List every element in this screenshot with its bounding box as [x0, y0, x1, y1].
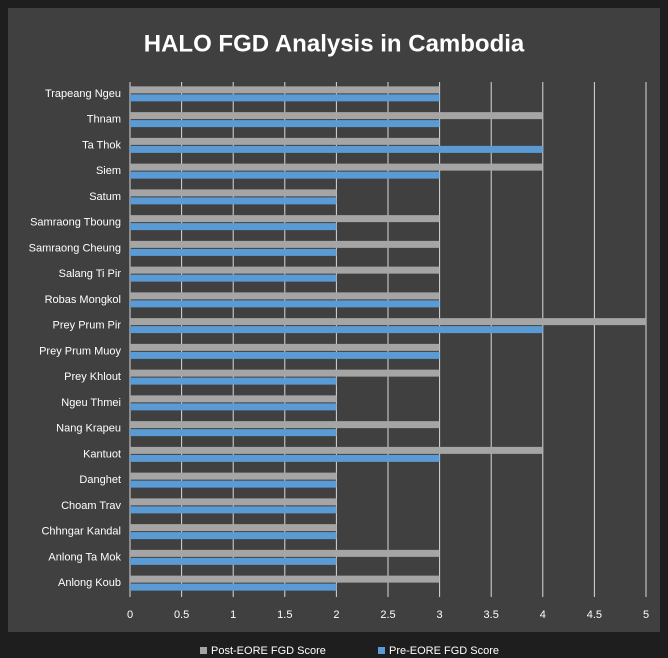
bar [130, 300, 440, 308]
bar [130, 480, 337, 488]
bar [130, 112, 543, 120]
bar [130, 163, 543, 171]
legend-label: Pre-EORE FGD Score [389, 645, 499, 657]
legend-label: Post-EORE FGD Score [211, 645, 326, 657]
legend-swatch [378, 647, 385, 654]
bar [130, 351, 440, 359]
bar [130, 403, 337, 411]
y-tick-label: Prey Prum Pir [53, 320, 122, 332]
bar [130, 145, 543, 153]
y-tick-label: Anlong Koub [58, 577, 121, 589]
bar [130, 292, 440, 300]
x-tick-label: 0 [127, 609, 133, 621]
bar [130, 318, 646, 326]
bar [130, 498, 337, 506]
bar [130, 86, 440, 94]
bar [130, 575, 440, 583]
bar [130, 429, 337, 437]
y-tick-label: Robas Mongkol [45, 294, 121, 306]
bar [130, 446, 543, 454]
bar [130, 421, 440, 429]
bar [130, 223, 337, 231]
x-tick-label: 2.5 [380, 609, 395, 621]
bar [130, 171, 440, 179]
bar [130, 549, 440, 557]
y-tick-label: Prey Prum Muoy [39, 345, 121, 357]
y-tick-label: Nang Krapeu [56, 423, 121, 435]
x-tick-label: 1 [230, 609, 236, 621]
bar [130, 369, 440, 377]
bar [130, 197, 337, 205]
bar [130, 377, 337, 385]
bar [130, 120, 440, 128]
bar [130, 215, 440, 223]
chart-title: HALO FGD Analysis in Cambodia [144, 30, 525, 57]
bar [130, 506, 337, 514]
bar [130, 266, 440, 274]
bar [130, 454, 440, 462]
y-tick-label: Trapeang Ngeu [45, 88, 121, 100]
bar [130, 343, 440, 351]
bar [130, 326, 543, 334]
bar [130, 557, 337, 565]
y-tick-label: Salang Ti Pir [59, 268, 122, 280]
x-tick-label: 3 [437, 609, 443, 621]
y-tick-label: Ngeu Thmei [61, 397, 121, 409]
x-tick-label: 4.5 [587, 609, 602, 621]
bar [130, 472, 337, 480]
x-tick-label: 0.5 [174, 609, 189, 621]
bar [130, 240, 440, 248]
y-tick-label: Choam Trav [61, 500, 121, 512]
legend-swatch [200, 647, 207, 654]
x-tick-label: 4 [540, 609, 546, 621]
bar [130, 274, 337, 282]
y-tick-label: Kantuot [83, 448, 121, 460]
x-tick-label: 3.5 [484, 609, 499, 621]
x-tick-label: 2 [333, 609, 339, 621]
y-tick-label: Prey Khlout [64, 371, 121, 383]
x-tick-label: 1.5 [277, 609, 292, 621]
y-tick-label: Satum [89, 191, 121, 203]
y-tick-label: Chhngar Kandal [41, 526, 121, 538]
bar [130, 532, 337, 540]
bar [130, 137, 440, 145]
y-tick-label: Thnam [87, 114, 121, 126]
y-tick-label: Danghet [79, 474, 121, 486]
bar [130, 94, 440, 102]
y-tick-label: Samraong Cheung [29, 242, 121, 254]
y-tick-label: Siem [96, 165, 121, 177]
bar [130, 189, 337, 197]
bar [130, 583, 337, 591]
x-tick-label: 5 [643, 609, 649, 621]
bar [130, 248, 337, 256]
y-tick-label: Anlong Ta Mok [48, 551, 121, 563]
bar [130, 395, 337, 403]
y-tick-label: Ta Thok [82, 139, 121, 151]
y-tick-label: Samraong Tboung [30, 217, 121, 229]
bar [130, 524, 337, 532]
